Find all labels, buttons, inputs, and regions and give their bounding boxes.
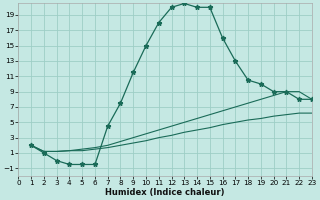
X-axis label: Humidex (Indice chaleur): Humidex (Indice chaleur) bbox=[105, 188, 225, 197]
